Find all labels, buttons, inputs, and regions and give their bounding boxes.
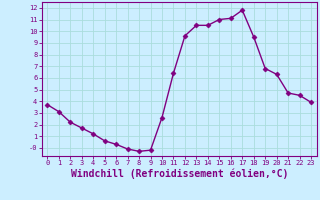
X-axis label: Windchill (Refroidissement éolien,°C): Windchill (Refroidissement éolien,°C) [70,169,288,179]
